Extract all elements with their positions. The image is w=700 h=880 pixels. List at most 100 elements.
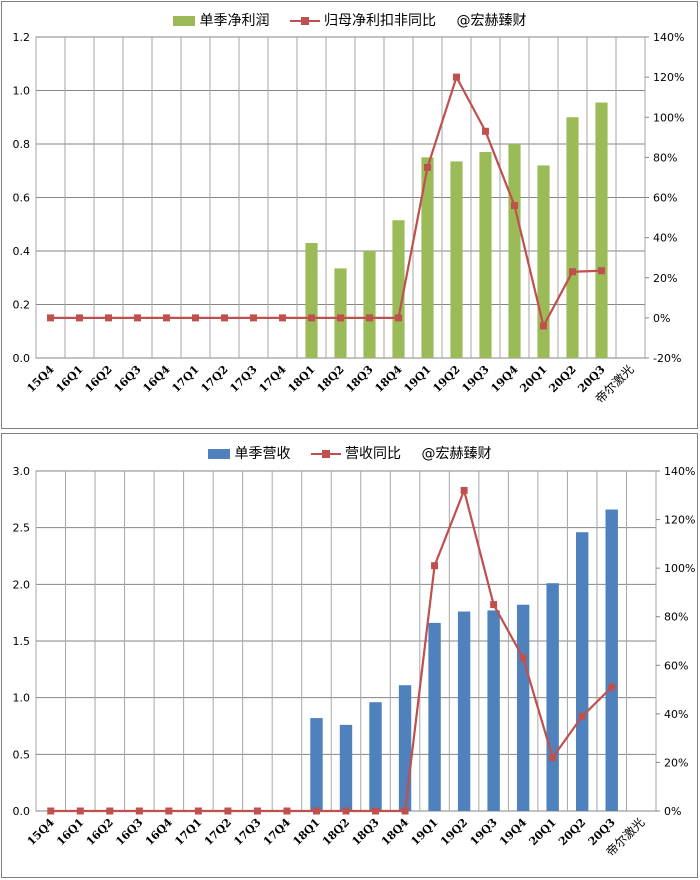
x-tick-label: 17Q1 — [172, 816, 204, 848]
line-marker-16Q4 — [163, 314, 170, 322]
line-marker-20Q1 — [549, 754, 557, 762]
line-marker-16Q2 — [105, 314, 112, 322]
y-left-tick-label: 1.2 — [13, 31, 31, 44]
x-tick-label: 19Q1 — [401, 363, 433, 395]
x-tick-label: 18Q2 — [314, 363, 346, 395]
y-right-tick-label: 120% — [664, 514, 695, 527]
line-marker-18Q1 — [308, 314, 315, 322]
bar-20Q2 — [575, 532, 589, 811]
net-profit-chart-panel: 单季净利润 归母净利扣非同比 @宏赫臻财 0.0 0.2 0.4 0.6 0.8 1.0 1… — [1, 1, 698, 429]
revenue-chart-panel: 单季营收 营收同比 @宏赫臻财 0.0 0.5 1.0 1.5 2.0 2.5 3.0 0% 2… — [1, 433, 698, 878]
x-tick-label: 17Q3 — [231, 816, 263, 848]
y-left-tick-label: 1.5 — [13, 635, 31, 648]
bar-19Q3 — [479, 152, 492, 358]
revenue-chart: 0.0 0.5 1.0 1.5 2.0 2.5 3.0 0% 20% 40% 60% 80% 100% 1… — [13, 465, 696, 859]
bar-20Q2 — [566, 117, 579, 358]
line-marker-18Q3 — [366, 314, 373, 322]
bar-19Q3 — [487, 610, 500, 811]
line-marker-17Q4 — [279, 314, 286, 322]
legend-item-line: 营收同比 — [311, 443, 401, 463]
y-right-tick-label: 100% — [653, 111, 684, 124]
line-marker-17Q3 — [250, 314, 257, 322]
y-right-tick-label: 100% — [664, 562, 695, 575]
y-left-tick-label: 0.8 — [13, 138, 31, 151]
line-marker-19Q4 — [511, 202, 518, 210]
x-tick-label: 19Q1 — [408, 816, 440, 848]
legend-bar-label: 单季营收 — [234, 446, 291, 462]
x-tick-label: 18Q4 — [379, 816, 411, 848]
y-right-tick-label: 140% — [653, 31, 684, 44]
y-left-tick-label: 2.5 — [13, 522, 31, 535]
bar-20Q3 — [605, 509, 618, 811]
x-tick-label: 18Q3 — [343, 363, 375, 395]
y-right-tick-label: 120% — [653, 71, 684, 84]
x-tick-label: 17Q1 — [169, 363, 201, 395]
legend-line-label: 归母净利扣非同比 — [324, 13, 436, 29]
x-tick-label: 19Q4 — [497, 816, 529, 848]
y-left-tick-label: 3.0 — [13, 465, 31, 478]
line-marker-19Q4 — [519, 654, 527, 662]
x-tick-label: 17Q2 — [202, 816, 234, 848]
legend-item-bar: 单季净利润 — [172, 10, 270, 30]
y-right-tick-label: 20% — [653, 272, 677, 285]
bar-18Q2 — [334, 268, 347, 358]
line-marker-17Q1 — [192, 314, 199, 322]
legend-watermark: @宏赫臻财 — [456, 13, 527, 29]
line-marker-15Q4 — [47, 807, 55, 815]
line-series — [50, 486, 613, 813]
line-marker-17Q4 — [283, 807, 291, 815]
x-tick-label: 16Q2 — [82, 363, 114, 395]
x-tick-label: 18Q1 — [290, 816, 322, 848]
bar-18Q1 — [310, 718, 323, 811]
bar-18Q2 — [339, 724, 353, 811]
y-left-tick-label: 1.0 — [13, 692, 31, 705]
y-right-tick-label: 0% — [664, 805, 681, 818]
line-marker-18Q2 — [337, 314, 344, 322]
y-left-tick-label: 0.2 — [13, 299, 31, 312]
legend-top: 单季净利润 归母净利扣非同比 @宏赫臻财 — [2, 10, 697, 30]
y-right-tick-label: 20% — [664, 756, 688, 769]
bar-18Q1 — [305, 242, 318, 358]
x-tick-label: 16Q1 — [53, 363, 85, 395]
bar-19Q2 — [450, 161, 463, 358]
x-tick-label: 19Q2 — [430, 363, 462, 395]
x-tick-label: 19Q4 — [488, 363, 520, 395]
line-marker-18Q2 — [342, 807, 350, 815]
y-left-tick-label: 0.6 — [13, 192, 31, 205]
x-tick-label: 16Q1 — [54, 816, 86, 848]
bar-20Q3 — [595, 102, 608, 358]
line-marker-20Q3 — [598, 267, 605, 275]
bar-18Q4 — [392, 220, 405, 358]
line-marker-20Q2 — [578, 712, 586, 720]
line-marker-16Q1 — [76, 314, 83, 322]
y-right-tick-label: 140% — [664, 465, 695, 478]
line-marker-19Q1 — [431, 562, 439, 570]
line-marker-18Q3 — [372, 807, 380, 815]
legend-bar-label: 单季净利润 — [199, 13, 270, 29]
y-left-tick-label: 0.0 — [13, 352, 31, 365]
x-tick-label: 20Q2 — [546, 363, 578, 395]
x-tick-label: 18Q4 — [372, 363, 404, 395]
x-tick-label: 17Q2 — [198, 363, 230, 395]
bar-19Q4 — [516, 604, 530, 811]
x-tick-label: 15Q4 — [25, 816, 57, 848]
line-marker-19Q3 — [482, 127, 489, 135]
line-marker-18Q4 — [401, 807, 409, 815]
legend-bar-swatch — [207, 449, 230, 459]
line-marker-16Q2 — [106, 807, 114, 815]
x-tick-label: 15Q4 — [24, 363, 56, 395]
line-marker-17Q2 — [221, 314, 228, 322]
line-marker-18Q1 — [312, 807, 320, 815]
legend-line-swatch — [311, 448, 341, 460]
bar-19Q1 — [428, 622, 441, 811]
y-right-tick-label: 0% — [653, 312, 670, 325]
y-right-tick-label: 60% — [664, 659, 688, 672]
line-marker-19Q3 — [490, 601, 498, 609]
line-marker-16Q3 — [134, 314, 141, 322]
bar-19Q2 — [457, 611, 471, 811]
x-tick-label: 20Q1 — [517, 363, 549, 395]
line-marker-17Q3 — [253, 807, 261, 815]
y-left-tick-label: 0.4 — [13, 245, 31, 258]
line-marker-16Q3 — [135, 807, 143, 815]
x-tick-label: 16Q4 — [140, 363, 172, 395]
